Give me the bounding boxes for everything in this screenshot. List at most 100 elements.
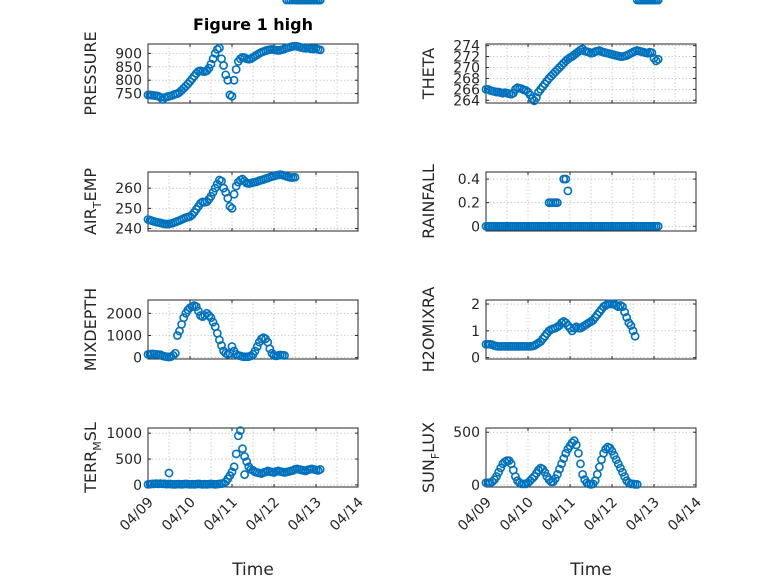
- data-point: [179, 313, 189, 323]
- y-tick-label: 1000: [106, 328, 142, 344]
- subplot-air-temp: 240 250 260 AIRTEMP: [81, 0, 359, 238]
- data-point: [280, 351, 289, 360]
- y-tick-label: 0: [133, 351, 142, 367]
- data-point: [527, 94, 537, 104]
- data-point: [250, 346, 260, 356]
- data-point: [620, 307, 629, 317]
- data-point: [265, 344, 275, 354]
- data-point: [613, 459, 623, 469]
- series-terr-msl: [143, 426, 325, 489]
- x-tick-label: 04/10: [497, 495, 537, 535]
- y-tick-label: 0: [471, 219, 480, 235]
- x-axis-label: Time: [231, 560, 274, 580]
- data-point: [240, 470, 249, 479]
- data-point: [626, 321, 636, 330]
- data-point: [540, 467, 550, 477]
- data-point: [653, 0, 663, 5]
- series-theta: [481, 44, 663, 106]
- data-point: [561, 174, 571, 184]
- data-point: [227, 203, 237, 213]
- data-point: [607, 446, 617, 456]
- data-point: [225, 201, 235, 211]
- data-point: [231, 65, 241, 74]
- x-tick-label: 04/10: [159, 495, 199, 535]
- data-point: [609, 450, 619, 460]
- subplot-h2omixra: 0 1 2 H2OMIXRA: [419, 0, 697, 372]
- data-point: [496, 463, 506, 473]
- y-axis-label: AIRTEMP: [81, 168, 104, 235]
- series-pressure: [143, 41, 325, 104]
- data-point: [187, 210, 197, 220]
- y-tick-label: 0.2: [458, 196, 480, 212]
- y-tick-label: 900: [115, 46, 142, 62]
- data-point: [628, 326, 638, 336]
- data-point: [532, 93, 541, 102]
- data-point: [632, 479, 642, 489]
- y-tick-label: 260: [115, 181, 142, 197]
- data-point: [208, 317, 218, 327]
- data-point: [653, 54, 663, 64]
- x-axis-label: Time: [569, 560, 612, 580]
- data-point: [511, 472, 520, 481]
- y-tick-label: 1000: [106, 426, 142, 442]
- data-point: [217, 341, 226, 350]
- data-point: [227, 342, 237, 351]
- data-point: [561, 448, 571, 458]
- y-tick-label: 0: [471, 351, 480, 367]
- data-point: [574, 448, 583, 458]
- y-axis-label: SUNFLUX: [419, 422, 442, 493]
- data-point: [214, 43, 224, 53]
- data-point: [630, 331, 640, 341]
- data-point: [653, 221, 663, 231]
- y-tick-label: 272: [453, 50, 480, 66]
- data-point: [527, 474, 537, 483]
- y-tick-label: 268: [453, 71, 480, 87]
- y-tick-label: 850: [115, 60, 142, 76]
- y-tick-label: 0.4: [458, 172, 480, 188]
- data-point: [168, 351, 178, 360]
- subplot-mixdepth: 0 1000 2000 MIXDEPTH: [81, 0, 359, 371]
- subplot-rainfall: 0 0.2 0.4 RAINFALL: [419, 164, 697, 239]
- data-point: [315, 45, 325, 55]
- data-point: [576, 459, 585, 469]
- data-point: [651, 56, 661, 66]
- data-point: [647, 48, 657, 58]
- y-axis-label: PRESSURE: [81, 31, 100, 115]
- x-tick-label: 04/13: [623, 495, 663, 535]
- data-point: [202, 197, 212, 207]
- series-sun-flux: [481, 0, 663, 489]
- data-point: [231, 449, 241, 459]
- data-point: [227, 467, 237, 477]
- x-tick-label: 04/14: [665, 494, 705, 534]
- x-tick-label: 04/09: [455, 495, 495, 535]
- data-point: [315, 0, 325, 5]
- data-point: [571, 440, 581, 450]
- data-point: [229, 75, 239, 85]
- y-tick-label: 2: [471, 297, 480, 313]
- data-point: [170, 348, 180, 358]
- series-rainfall: [481, 174, 663, 231]
- data-point: [578, 469, 587, 479]
- y-axis-label: MIXDEPTH: [81, 288, 100, 371]
- y-tick-label: 274: [453, 39, 480, 55]
- y-tick-label: 264: [453, 93, 480, 109]
- data-point: [563, 186, 573, 196]
- y-tick-label: 250: [115, 201, 142, 217]
- y-tick-label: 800: [115, 73, 142, 89]
- data-point: [164, 468, 174, 478]
- data-point: [618, 302, 627, 312]
- data-point: [487, 477, 497, 487]
- y-tick-label: 1: [471, 324, 480, 340]
- data-point: [227, 91, 237, 101]
- x-tick-label: 04/13: [285, 495, 325, 535]
- data-point: [492, 472, 501, 481]
- data-point: [599, 448, 608, 458]
- data-point: [620, 472, 629, 481]
- x-tick-label: 04/09: [117, 495, 157, 535]
- data-point: [553, 469, 562, 479]
- data-point: [191, 302, 201, 312]
- data-point: [238, 444, 247, 454]
